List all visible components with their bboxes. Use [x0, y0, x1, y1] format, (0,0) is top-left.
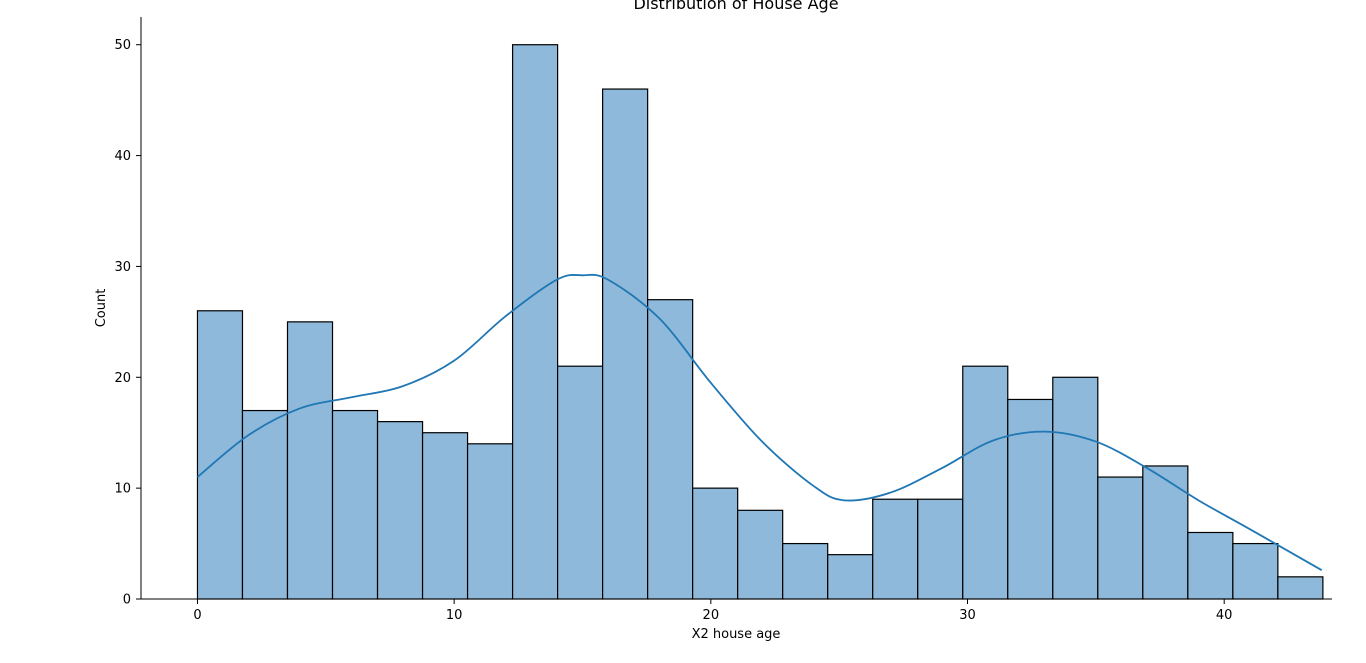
x-tick-label: 40 [1216, 608, 1233, 623]
histogram-bar [1052, 376, 1099, 600]
histogram-bar [1277, 576, 1324, 600]
histogram-bar [511, 44, 559, 600]
y-axis-ticks: 0 10 20 30 40 50 [114, 38, 141, 608]
histogram-bar [241, 409, 289, 600]
histogram-bar [737, 509, 784, 600]
x-tick-label: 30 [959, 608, 976, 623]
y-tick-label: 0 [123, 593, 131, 608]
histogram-bar [602, 88, 649, 600]
histogram-bar [647, 299, 694, 600]
chart-title: Distribution of House Age [633, 0, 838, 13]
y-axis-label: Count [94, 289, 109, 328]
histogram-bar [196, 310, 244, 600]
histogram-bar [1187, 531, 1234, 600]
histogram-bar [872, 498, 919, 600]
kde-curve [196, 273, 1323, 571]
histogram-bar [286, 321, 334, 600]
y-tick-label: 10 [114, 482, 131, 497]
histogram-bar [962, 365, 1009, 600]
histogram-bar [466, 443, 514, 600]
y-tick-label: 50 [114, 38, 131, 53]
histogram-bar [1142, 465, 1189, 600]
histogram-bar [782, 542, 829, 600]
x-axis-label: X2 house age [692, 627, 781, 642]
x-tick-label: 10 [446, 608, 463, 623]
x-tick-label: 20 [703, 608, 720, 623]
histogram-bar [421, 432, 469, 600]
histogram-bar [692, 487, 739, 600]
y-tick-label: 20 [114, 371, 131, 386]
x-axis-ticks: 0 10 20 30 40 [193, 599, 1232, 623]
y-tick-label: 40 [114, 149, 131, 164]
histogram-bar [557, 365, 604, 600]
histogram-bar [1097, 476, 1144, 600]
histogram-bars [196, 44, 1324, 600]
x-tick-label: 0 [193, 608, 201, 623]
histogram-bar [917, 498, 964, 600]
histogram-bar [1007, 398, 1054, 600]
y-tick-label: 30 [114, 260, 131, 275]
histogram-bar [827, 554, 874, 600]
histogram-bar [376, 421, 424, 600]
histogram-bar [1232, 542, 1279, 600]
histogram-bar [331, 409, 379, 600]
